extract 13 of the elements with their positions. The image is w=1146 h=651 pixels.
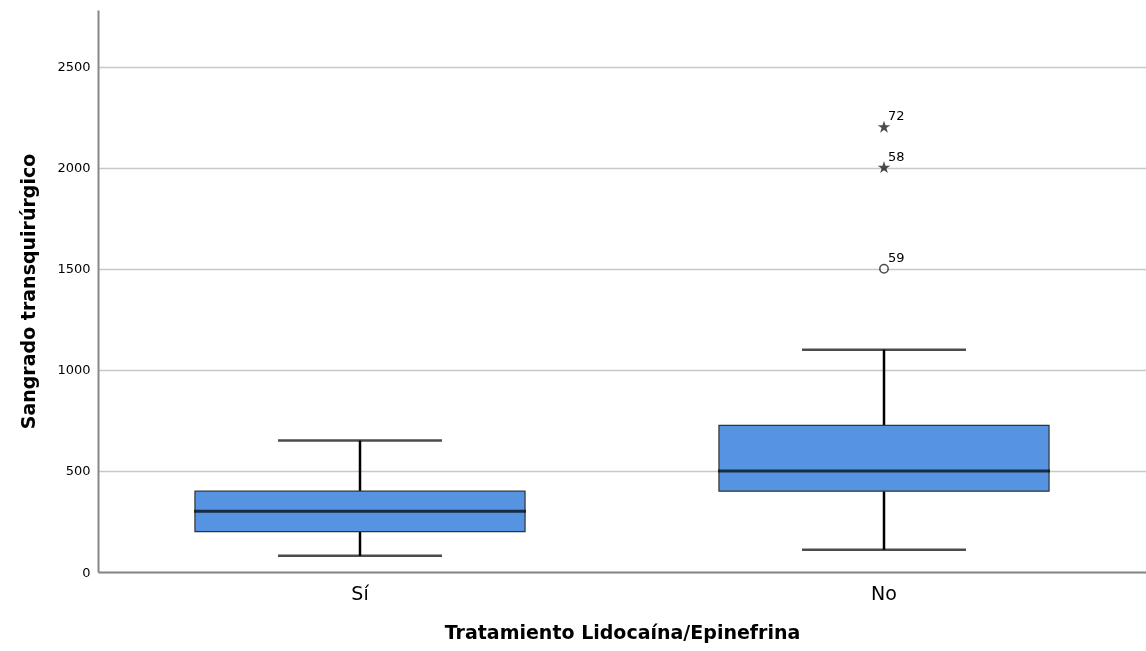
y-tick-label: 0 xyxy=(82,564,91,580)
y-axis-title: Sangrado transquirúrgico xyxy=(17,153,40,430)
y-tick-label: 2500 xyxy=(57,59,91,75)
y-tick-label: 1000 xyxy=(57,362,91,378)
y-tick-label: 1500 xyxy=(57,261,91,277)
y-tick-label: 500 xyxy=(65,463,91,479)
x-axis-title: Tratamiento Lidocaína/Epinefrina xyxy=(444,620,801,643)
annotation: 72 xyxy=(888,108,905,124)
x-tick-label: No xyxy=(871,581,897,604)
y-tick-label: 2000 xyxy=(57,160,91,176)
annotation: 58 xyxy=(888,148,905,164)
x-tick-label: Sí xyxy=(351,581,370,604)
annotation: 59 xyxy=(888,249,905,265)
